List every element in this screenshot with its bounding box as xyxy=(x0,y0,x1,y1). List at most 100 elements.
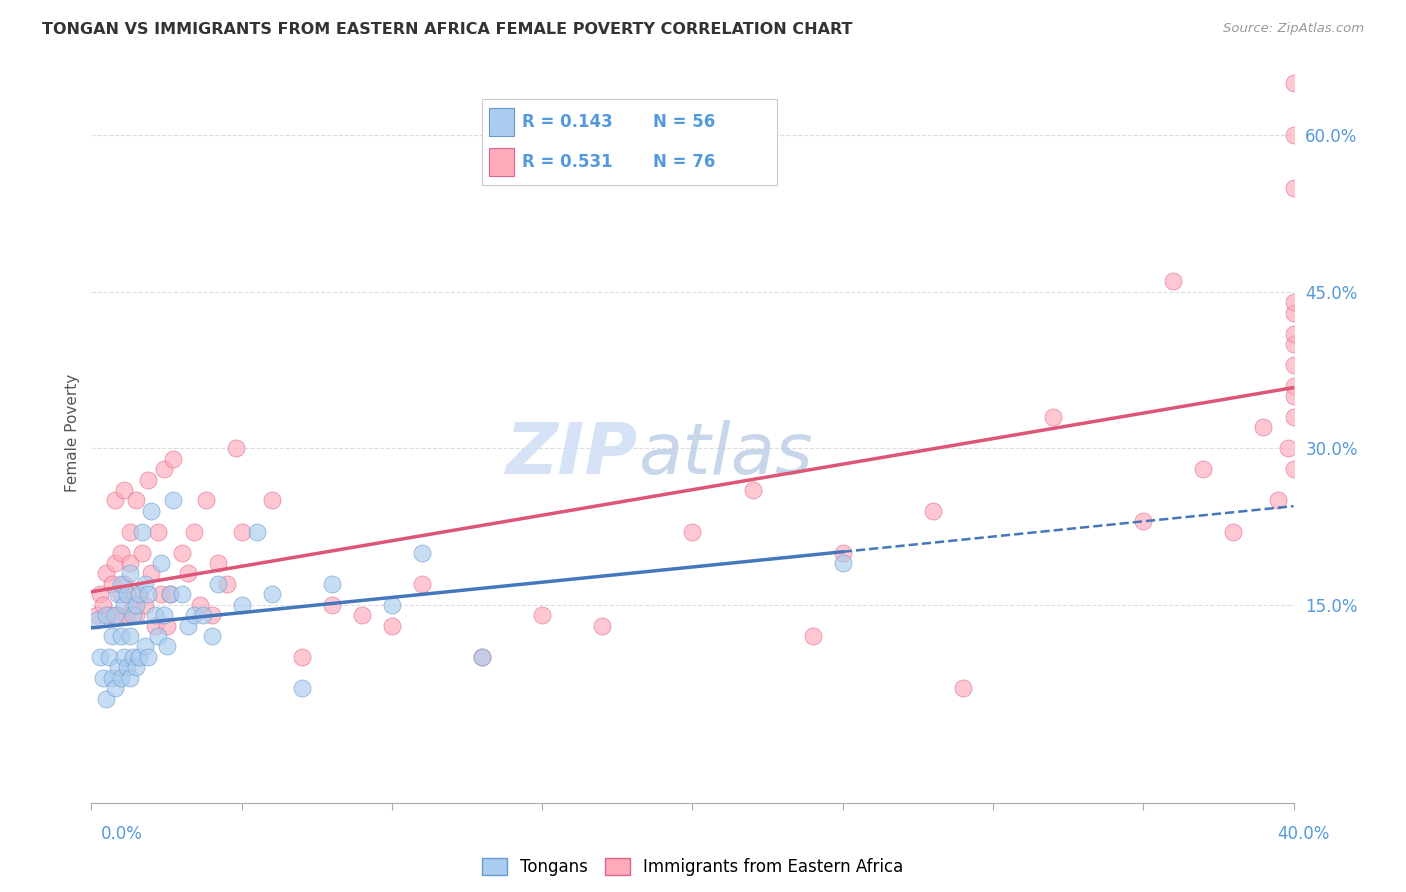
Point xyxy=(531,608,554,623)
Point xyxy=(122,608,145,623)
Point xyxy=(152,608,174,623)
Point xyxy=(162,493,184,508)
Point xyxy=(96,608,118,623)
Point xyxy=(1222,524,1244,539)
Point xyxy=(1282,378,1305,392)
Text: 0.0%: 0.0% xyxy=(101,825,143,843)
Point xyxy=(231,524,253,539)
Point xyxy=(201,608,224,623)
Point xyxy=(107,660,129,674)
Point xyxy=(1282,76,1305,90)
Point xyxy=(117,587,139,601)
Point xyxy=(138,587,160,601)
Point xyxy=(89,587,111,601)
Point xyxy=(191,608,214,623)
Point xyxy=(246,524,269,539)
Point xyxy=(194,493,217,508)
Point xyxy=(1282,409,1305,424)
Point xyxy=(107,608,129,623)
Point xyxy=(152,462,174,476)
Point xyxy=(471,649,494,664)
Point xyxy=(101,629,124,643)
Point xyxy=(117,608,139,623)
Point xyxy=(138,649,160,664)
Point xyxy=(1161,274,1184,288)
Legend: Tongans, Immigrants from Eastern Africa: Tongans, Immigrants from Eastern Africa xyxy=(482,858,903,876)
Point xyxy=(125,660,148,674)
Point xyxy=(110,671,132,685)
Point xyxy=(143,618,166,632)
Point xyxy=(1282,306,1305,320)
Point xyxy=(134,577,156,591)
Point xyxy=(291,681,314,695)
Point xyxy=(122,649,145,664)
Point xyxy=(159,587,181,601)
Point xyxy=(207,577,229,591)
Point xyxy=(125,493,148,508)
Point xyxy=(471,649,494,664)
Point xyxy=(86,613,108,627)
Point xyxy=(104,556,127,570)
Point xyxy=(188,598,211,612)
Point xyxy=(134,640,156,654)
Point xyxy=(104,681,127,695)
Point xyxy=(120,629,142,643)
Point xyxy=(120,671,142,685)
Point xyxy=(89,649,111,664)
Point xyxy=(321,577,343,591)
Point xyxy=(1282,358,1305,372)
Point xyxy=(110,587,132,601)
Point xyxy=(207,556,229,570)
Point xyxy=(321,598,343,612)
Point xyxy=(104,493,127,508)
Point xyxy=(1282,180,1305,194)
Point xyxy=(107,587,129,601)
Point xyxy=(176,566,198,581)
Point xyxy=(831,545,853,559)
Point xyxy=(183,524,205,539)
Point xyxy=(146,524,169,539)
Point xyxy=(120,556,142,570)
Point xyxy=(225,442,247,456)
Point xyxy=(141,504,163,518)
Point xyxy=(104,608,127,623)
Point xyxy=(922,504,945,518)
Point xyxy=(831,556,853,570)
Point xyxy=(1253,420,1275,434)
Point xyxy=(155,640,177,654)
Point xyxy=(952,681,974,695)
Text: TONGAN VS IMMIGRANTS FROM EASTERN AFRICA FEMALE POVERTY CORRELATION CHART: TONGAN VS IMMIGRANTS FROM EASTERN AFRICA… xyxy=(42,22,852,37)
Point xyxy=(120,566,142,581)
Point xyxy=(96,566,118,581)
Point xyxy=(134,598,156,612)
Point xyxy=(120,524,142,539)
Point xyxy=(1277,442,1299,456)
Point xyxy=(1282,128,1305,143)
Point xyxy=(93,598,115,612)
Point xyxy=(114,649,136,664)
Point xyxy=(128,587,150,601)
Point xyxy=(117,660,139,674)
Text: atlas: atlas xyxy=(638,420,813,490)
Text: Source: ZipAtlas.com: Source: ZipAtlas.com xyxy=(1223,22,1364,36)
Point xyxy=(170,587,193,601)
Point xyxy=(411,545,433,559)
Point xyxy=(101,577,124,591)
Text: 40.0%: 40.0% xyxy=(1278,825,1330,843)
Point xyxy=(131,545,153,559)
Point xyxy=(101,671,124,685)
Point xyxy=(801,629,824,643)
Point xyxy=(125,598,148,612)
Point xyxy=(176,618,198,632)
Point xyxy=(231,598,253,612)
Point xyxy=(155,618,177,632)
Point xyxy=(170,545,193,559)
Point xyxy=(98,649,121,664)
Point xyxy=(1282,462,1305,476)
Point xyxy=(291,649,314,664)
Point xyxy=(381,598,404,612)
Point xyxy=(143,608,166,623)
Point xyxy=(110,577,132,591)
Y-axis label: Female Poverty: Female Poverty xyxy=(65,374,80,491)
Point xyxy=(591,618,613,632)
